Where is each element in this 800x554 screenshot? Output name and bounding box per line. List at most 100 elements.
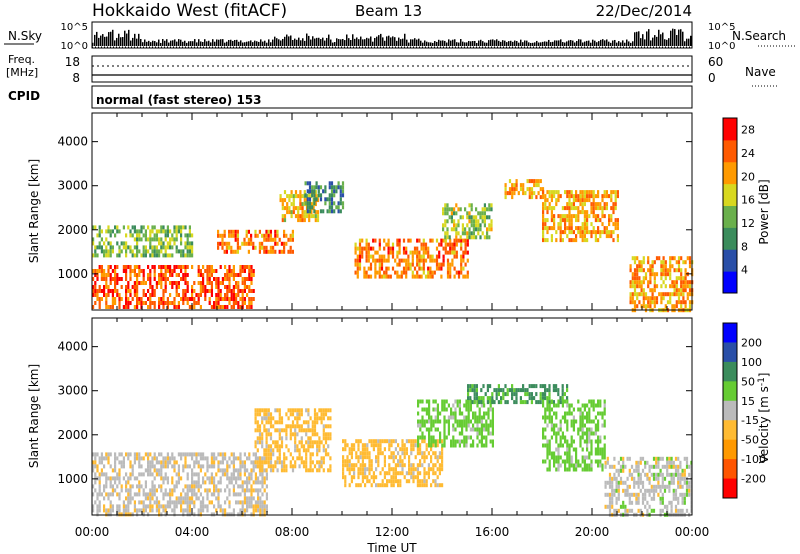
heatmap-cell	[590, 399, 593, 404]
heatmap-cell	[226, 468, 229, 473]
heatmap-cell	[215, 456, 218, 461]
heatmap-cell	[269, 249, 272, 254]
heatmap-cell	[544, 194, 547, 199]
heatmap-cell	[318, 408, 321, 413]
heatmap-cell	[436, 419, 439, 424]
heatmap-cell	[449, 246, 452, 251]
heatmap-cell	[248, 452, 251, 457]
heatmap-cell	[608, 500, 612, 505]
noise-bar	[312, 36, 314, 46]
heatmap-cell	[364, 447, 367, 452]
heatmap-cell	[638, 300, 641, 305]
heatmap-cell	[659, 472, 662, 477]
heatmap-cell	[237, 484, 240, 489]
heatmap-cell	[588, 407, 591, 412]
noise-bar	[446, 42, 448, 46]
heatmap-cell	[568, 455, 571, 460]
heatmap-cell	[466, 223, 469, 228]
heatmap-cell	[548, 400, 551, 405]
heatmap-cell	[138, 297, 141, 301]
heatmap-cell	[269, 436, 273, 441]
noise-bar	[252, 42, 254, 46]
heatmap-cell	[294, 190, 298, 195]
heatmap-cell	[350, 443, 353, 448]
heatmap-cell	[184, 233, 187, 238]
heatmap-cell	[648, 504, 651, 509]
heatmap-cell	[100, 297, 103, 301]
heatmap-cell	[232, 301, 235, 305]
heatmap-cell	[199, 281, 202, 285]
heatmap-cell	[256, 440, 259, 445]
heatmap-cell	[375, 455, 378, 460]
heatmap-cell	[149, 504, 152, 509]
heatmap-cell	[672, 476, 675, 481]
time-tick-label: 12:00	[375, 525, 410, 539]
heatmap-cell	[550, 455, 553, 460]
heatmap-cell	[219, 293, 222, 297]
heatmap-cell	[544, 411, 547, 416]
heatmap-cell	[305, 214, 309, 219]
time-tick-label: 20:00	[575, 525, 610, 539]
heatmap-cell	[199, 484, 202, 489]
noise-bar	[648, 29, 650, 46]
heatmap-cell	[129, 488, 132, 493]
heatmap-cell	[217, 500, 220, 505]
heatmap-cell	[180, 249, 183, 254]
heatmap-cell	[217, 297, 220, 301]
heatmap-cell	[184, 492, 187, 497]
noise-bar	[456, 42, 458, 46]
heatmap-cell	[175, 285, 178, 289]
heatmap-cell	[263, 500, 266, 505]
heatmap-cell	[546, 403, 549, 408]
heatmap-cell	[258, 428, 262, 433]
heatmap-cell	[109, 241, 112, 246]
heatmap-cell	[663, 504, 667, 509]
heatmap-cell	[566, 234, 569, 239]
heatmap-cell	[464, 250, 467, 255]
colorbar-swatch	[723, 323, 737, 343]
heatmap-cell	[564, 206, 567, 211]
heatmap-cell	[416, 467, 419, 472]
heatmap-cell	[116, 225, 119, 230]
heatmap-cell	[568, 198, 571, 203]
heatmap-cell	[140, 297, 143, 301]
heatmap-cell	[442, 246, 445, 251]
heatmap-cell	[423, 483, 426, 488]
heatmap-cell	[544, 384, 547, 389]
heatmap-cell	[374, 238, 377, 243]
heatmap-cell	[269, 460, 273, 465]
heatmap-cell	[109, 277, 112, 281]
heatmap-cell	[322, 416, 325, 421]
heatmap-cell	[631, 280, 634, 285]
heatmap-cell	[630, 464, 634, 469]
heatmap-cell	[639, 476, 642, 481]
heatmap-cell	[166, 265, 169, 269]
noise-bar	[292, 40, 294, 46]
heatmap-cell	[381, 451, 384, 456]
heatmap-cell	[162, 476, 165, 481]
heatmap-cell	[177, 273, 180, 277]
heatmap-cell	[677, 480, 680, 485]
heatmap-cell	[173, 281, 176, 285]
heatmap-cell	[318, 448, 321, 453]
heatmap-cell	[294, 460, 297, 465]
heatmap-cell	[215, 484, 218, 489]
heatmap-cell	[548, 463, 551, 468]
heatmap-cell	[423, 467, 426, 472]
heatmap-cell	[151, 480, 154, 485]
heatmap-cell	[116, 508, 119, 513]
noise-bar	[386, 36, 388, 46]
heatmap-cell	[680, 280, 683, 285]
heatmap-cell	[378, 258, 381, 263]
heatmap-cell	[256, 436, 259, 441]
heatmap-cell	[285, 444, 288, 449]
heatmap-cell	[655, 484, 658, 489]
heatmap-cell	[129, 460, 132, 465]
heatmap-cell	[186, 512, 189, 517]
heatmap-cell	[202, 289, 205, 293]
heatmap-cell	[232, 289, 235, 293]
noise-bar	[656, 36, 658, 46]
heatmap-cell	[142, 488, 145, 493]
heatmap-cell	[581, 210, 584, 215]
heatmap-cell	[452, 443, 455, 448]
